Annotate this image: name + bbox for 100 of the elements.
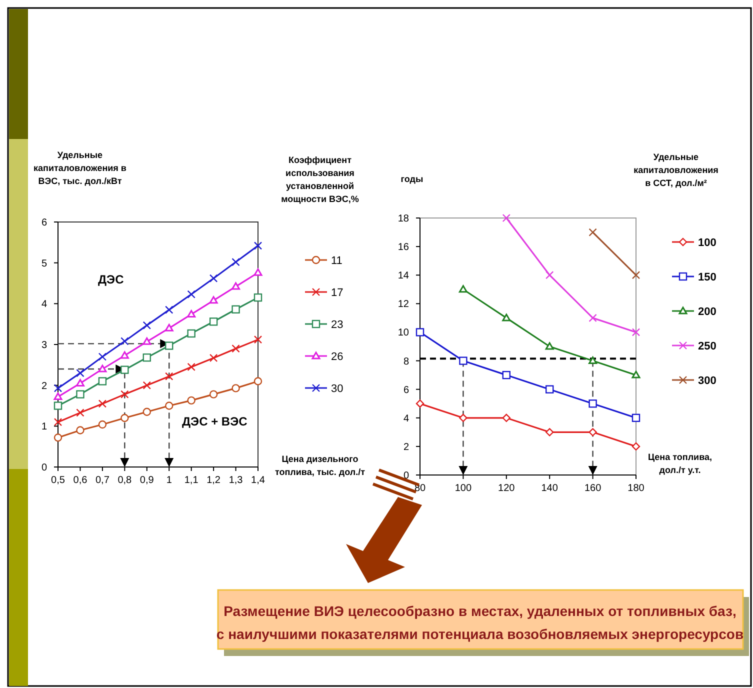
point [588,428,597,436]
point [120,351,129,359]
legend-label: 30 [331,382,344,395]
point [76,390,84,398]
y-tick-label: 4 [41,299,48,310]
y-tick-label: 5 [41,258,48,270]
point [187,396,196,405]
point [502,414,510,422]
point [232,305,240,314]
y-tick-label: 6 [403,384,410,396]
x-tick-label: 1,1 [184,475,199,486]
legend-title: Удельные капиталовложения в ССТ, дол./м² [634,152,718,188]
point [232,282,240,290]
legend-label: 23 [331,318,344,331]
point [142,337,152,345]
x-axis-title: Цена дизельного топлива, тыс. дол./т [274,454,366,477]
point [632,414,640,422]
point [187,290,196,298]
x-axis-title: Цена топлива, дол./т у.т. [648,452,712,475]
x-tick-label: 1 [166,475,172,486]
annotation: ДЭС + ВЭС [182,414,248,428]
point [502,314,511,322]
y-tick-label: 12 [398,299,410,310]
point [254,336,262,344]
point [54,434,62,442]
legend-label: 11 [331,254,342,267]
point [502,214,510,222]
point [254,268,262,276]
point [546,428,554,436]
point [142,353,151,362]
point [120,366,129,374]
point [232,384,240,392]
point [142,381,151,390]
text: Размещение ВИЭ целесообразно в местах, удаленных от топливных баз, [224,602,736,619]
legend-label: 100 [698,236,716,249]
point [76,408,84,417]
point [546,271,554,280]
point [165,372,174,380]
x-tick-label: 0,9 [140,475,154,486]
point [209,390,218,398]
x-tick-label: 1,3 [228,475,244,486]
point [588,356,598,364]
point [120,414,129,422]
point [209,318,218,326]
point [232,344,240,353]
point [546,385,554,394]
point [164,324,174,332]
y-tick-label: 10 [398,328,410,339]
legend-title: Коэффициент использования установленной мощности ВЭС,% [281,155,359,204]
point [459,356,468,365]
point [187,362,196,372]
point [54,418,62,426]
point [232,258,240,266]
point [209,354,218,362]
legend-label: 150 [698,271,716,284]
point [416,328,424,336]
point [416,400,424,408]
point [209,274,218,282]
y-tick-label: 2 [403,442,410,453]
text: с наилучшими показателями потенциала возобновляемых энергоресурсов [216,626,744,642]
x-tick-label: 1,4 [251,475,266,486]
point [632,370,640,378]
point [545,342,554,350]
x-tick-label: 0,6 [73,475,88,486]
y-axis-title: Удельные капиталовложения в ВЭС, тыс. дол./кВт [34,150,127,186]
legend-label: 200 [698,306,716,318]
y-tick-label: 4 [403,413,410,424]
point [458,285,468,293]
point [165,306,174,314]
legend-label: 250 [698,340,716,352]
point [98,377,107,386]
point [254,377,262,386]
y-tick-label: 6 [41,218,48,228]
x-tick-label: 120 [498,483,516,494]
x-tick-label: 0,5 [51,475,66,486]
annotation: ДЭС [98,272,124,286]
point [588,314,597,322]
point [98,352,107,361]
x-tick-label: 0,8 [118,475,132,486]
point [187,329,196,338]
x-tick-label: 0,7 [95,475,110,486]
legend-label: 26 [331,350,344,363]
y-tick-label: 18 [398,214,410,224]
point [254,293,262,302]
y-axis-title: годы [400,174,424,184]
point [76,426,84,434]
y-tick-label: 8 [403,356,410,368]
point [76,379,84,387]
y-tick-label: 1 [41,422,48,433]
y-tick-label: 0 [403,470,410,482]
point [187,310,196,318]
y-tick-label: 0 [41,462,48,474]
point [632,271,640,280]
point [142,321,151,330]
point [632,328,640,336]
x-tick-label: 1,2 [206,475,221,486]
point [459,414,468,422]
y-tick-label: 3 [41,340,48,351]
x-tick-label: 100 [454,483,472,494]
legend-label: 17 [331,286,344,299]
